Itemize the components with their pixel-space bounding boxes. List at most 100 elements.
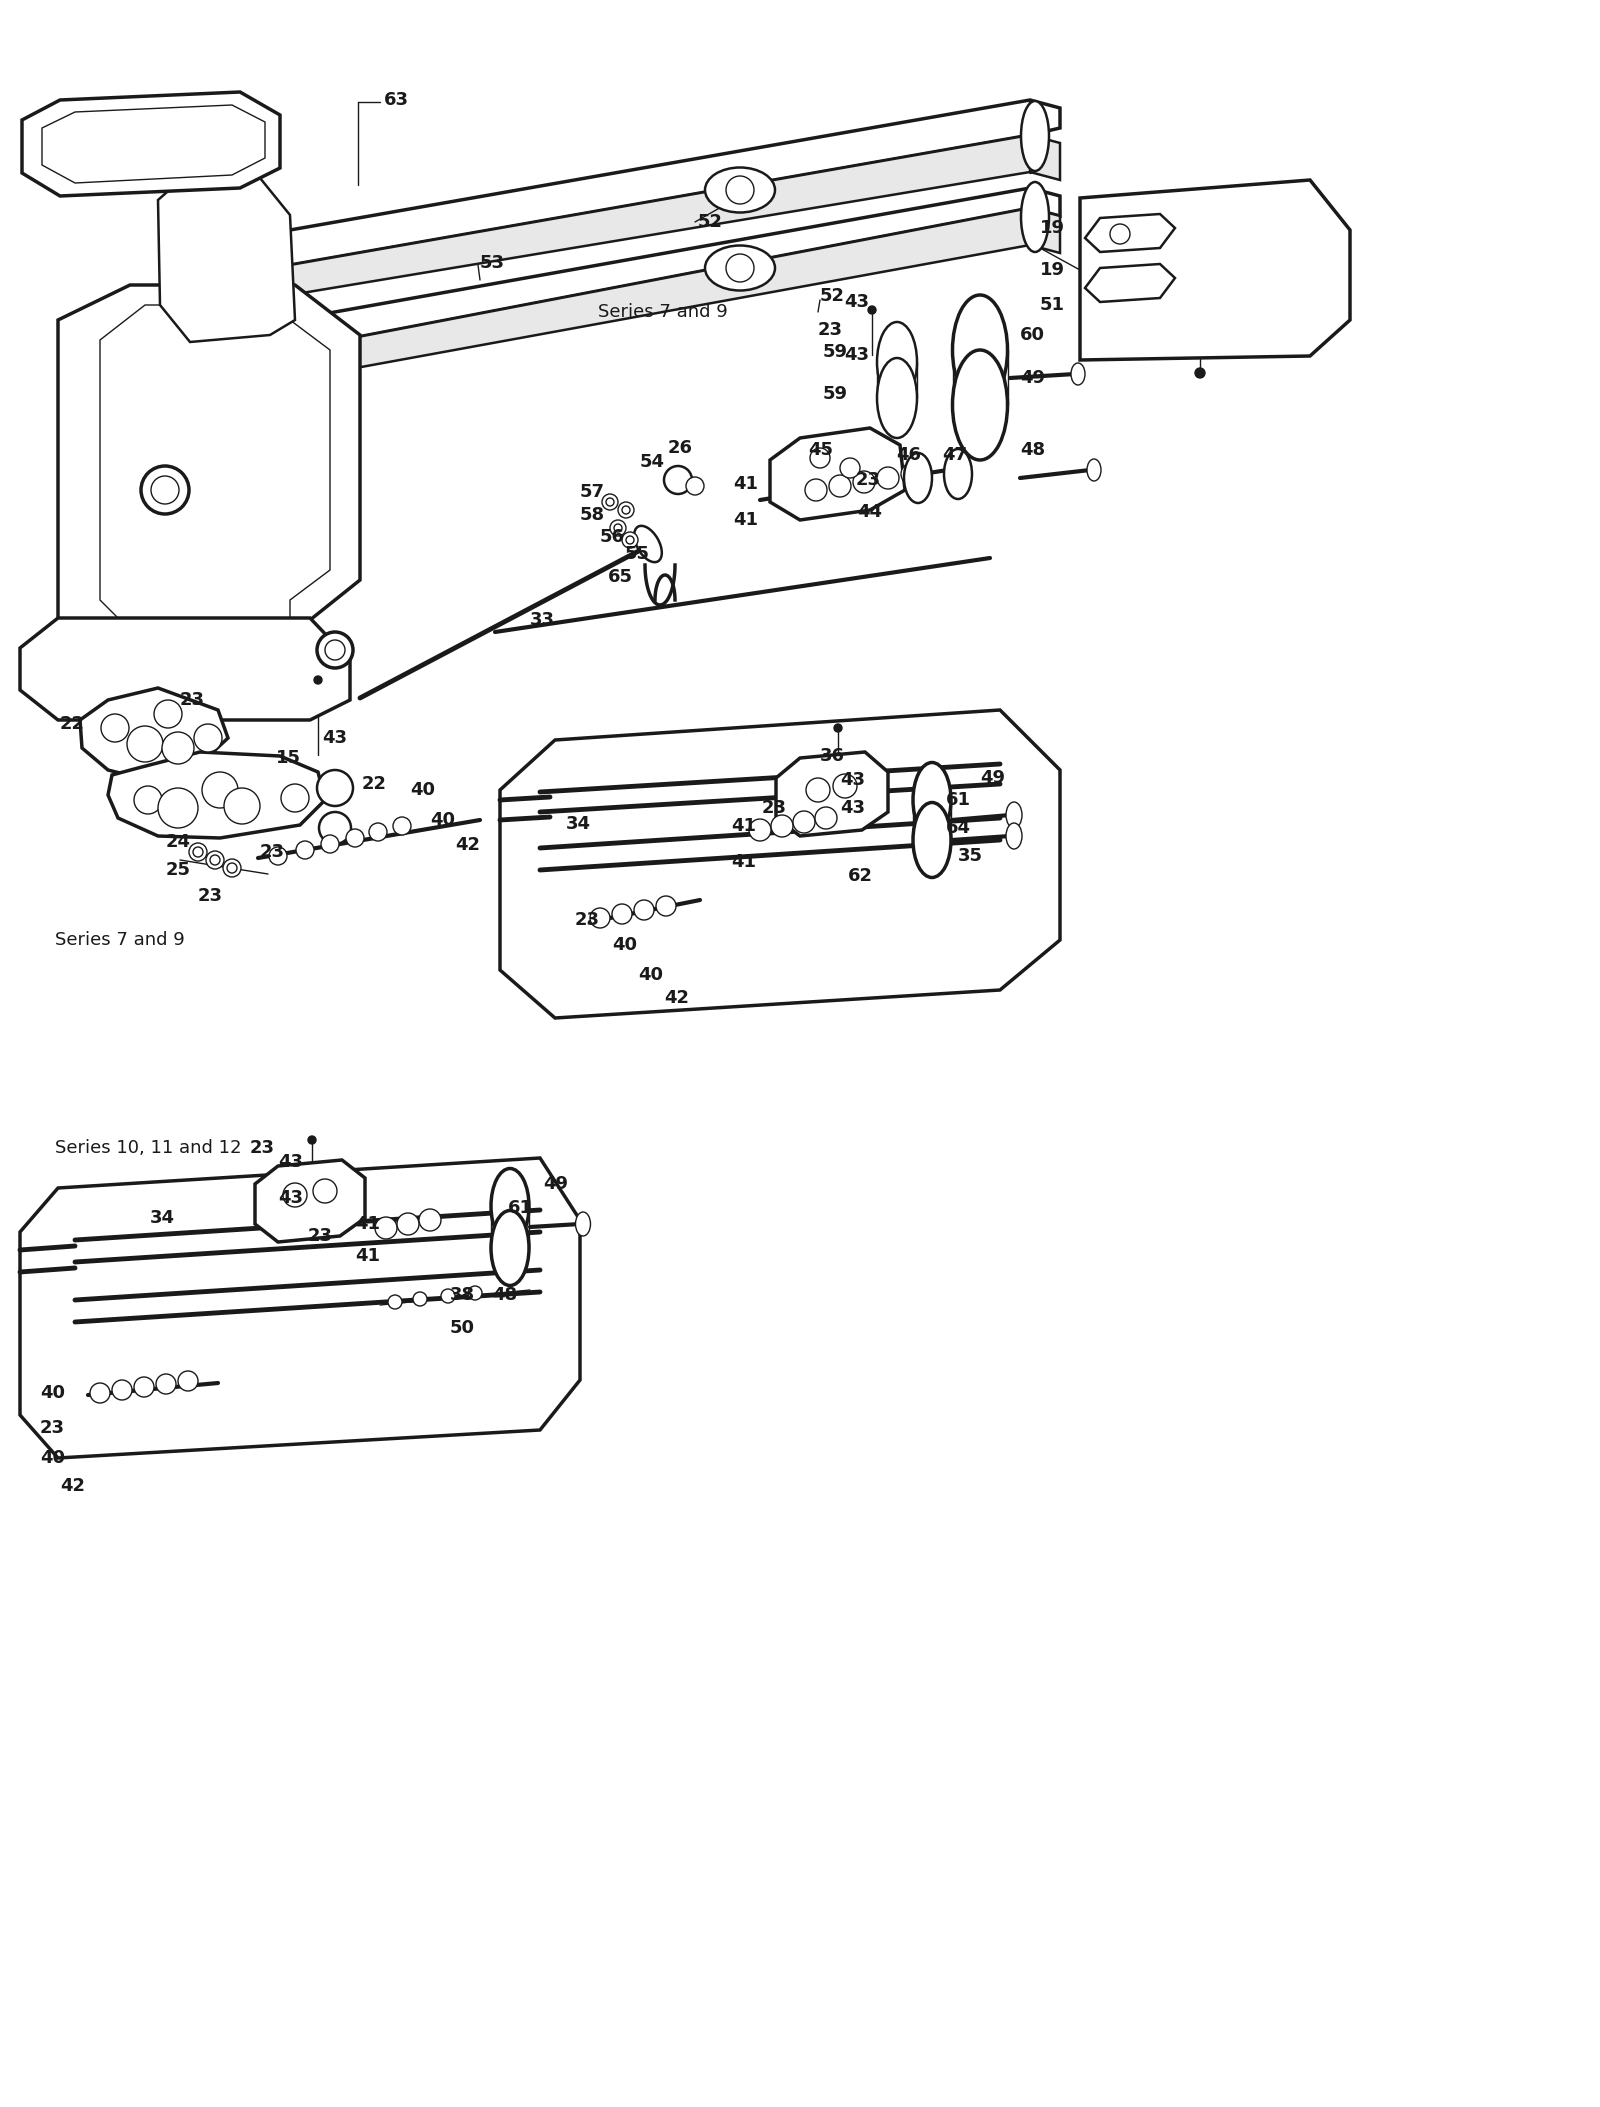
Text: 60: 60 [1021,327,1045,343]
Ellipse shape [877,322,917,402]
Text: 42: 42 [61,1477,85,1496]
Polygon shape [290,188,1059,350]
Text: 40: 40 [430,811,454,828]
Circle shape [370,824,387,841]
Polygon shape [99,306,330,630]
Text: 42: 42 [454,836,480,853]
Polygon shape [254,1161,365,1241]
Polygon shape [19,1159,579,1458]
Ellipse shape [1006,803,1022,828]
Circle shape [618,501,634,518]
Text: 49: 49 [979,769,1005,788]
Text: 40: 40 [611,936,637,954]
Polygon shape [42,105,266,183]
Text: 19: 19 [1040,219,1066,236]
Polygon shape [58,284,360,659]
Ellipse shape [706,166,774,213]
Text: 44: 44 [858,504,882,520]
Circle shape [726,255,754,282]
Circle shape [590,908,610,927]
Circle shape [307,1136,317,1144]
Text: 61: 61 [946,790,971,809]
Text: 43: 43 [322,729,347,748]
Circle shape [810,449,830,468]
Text: 52: 52 [819,287,845,306]
Text: 48: 48 [1021,440,1045,459]
Ellipse shape [576,1212,590,1237]
Text: Series 7 and 9: Series 7 and 9 [54,931,184,948]
Polygon shape [499,710,1059,1018]
Circle shape [606,497,614,506]
Text: 24: 24 [166,832,190,851]
Text: 43: 43 [845,293,869,312]
Circle shape [210,855,221,866]
Circle shape [877,468,899,489]
Circle shape [317,632,354,668]
Circle shape [1110,223,1130,244]
Circle shape [611,904,632,925]
Text: 49: 49 [1021,369,1045,388]
Text: 23: 23 [250,1140,275,1157]
Text: 23: 23 [307,1226,333,1245]
Text: 41: 41 [733,512,758,529]
Circle shape [283,1182,307,1207]
Circle shape [397,1214,419,1235]
Circle shape [413,1292,427,1306]
Text: 54: 54 [640,453,666,472]
Polygon shape [80,689,229,780]
Circle shape [656,895,675,917]
Polygon shape [290,135,1059,295]
Circle shape [726,177,754,204]
Text: 62: 62 [848,866,874,885]
Text: 40: 40 [410,782,435,799]
Circle shape [1195,369,1205,377]
Text: 41: 41 [355,1216,381,1233]
Ellipse shape [904,453,931,504]
Ellipse shape [952,350,1008,459]
Circle shape [814,807,837,828]
Circle shape [664,466,691,493]
Circle shape [387,1296,402,1308]
Circle shape [222,860,242,877]
Ellipse shape [952,295,1008,405]
Circle shape [419,1209,442,1230]
Ellipse shape [706,247,774,291]
Circle shape [90,1382,110,1403]
Circle shape [626,535,634,544]
Circle shape [317,769,354,807]
Text: 23: 23 [40,1418,66,1437]
Circle shape [749,820,771,841]
Circle shape [442,1289,454,1302]
Circle shape [771,815,794,836]
Circle shape [834,725,842,731]
Circle shape [206,851,224,868]
Text: 56: 56 [600,529,626,546]
Circle shape [374,1218,397,1239]
Text: 48: 48 [493,1285,517,1304]
Circle shape [134,786,162,813]
Circle shape [296,841,314,860]
Text: 61: 61 [509,1199,533,1218]
Polygon shape [776,752,888,836]
Circle shape [162,731,194,765]
Text: 55: 55 [626,546,650,563]
Circle shape [194,725,222,752]
Circle shape [282,784,309,811]
Text: 59: 59 [822,343,848,360]
Text: 23: 23 [574,910,600,929]
Circle shape [150,476,179,504]
Ellipse shape [634,527,662,563]
Ellipse shape [1086,459,1101,480]
Ellipse shape [1021,181,1050,253]
Text: 43: 43 [840,799,866,818]
Text: 22: 22 [61,714,85,733]
Text: 41: 41 [733,474,758,493]
Ellipse shape [1021,101,1050,171]
Circle shape [202,771,238,807]
Ellipse shape [944,449,973,499]
Text: 57: 57 [579,483,605,501]
Ellipse shape [491,1212,530,1285]
Text: 19: 19 [1040,261,1066,278]
Text: 41: 41 [731,818,757,834]
Text: Series 10, 11 and 12: Series 10, 11 and 12 [54,1140,242,1157]
